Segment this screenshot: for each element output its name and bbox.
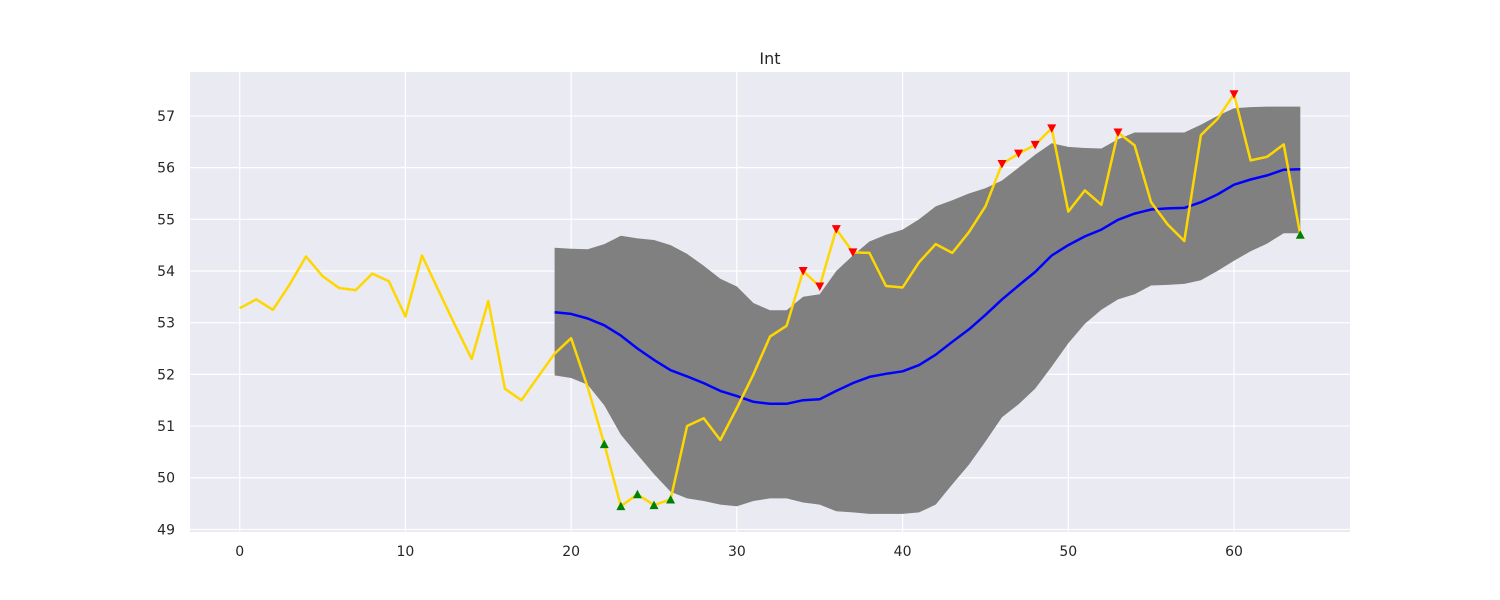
x-tick-label: 10 [397, 544, 415, 560]
band-layer [554, 106, 1301, 514]
x-tick-label: 60 [1225, 544, 1243, 560]
buy-marker [632, 489, 642, 499]
y-tick-label: 57 [157, 109, 175, 125]
y-tick-label: 50 [157, 471, 175, 487]
y-tick-label: 51 [157, 419, 175, 435]
sell-marker [798, 266, 808, 276]
y-tick-label: 53 [157, 316, 175, 332]
y-tick-label: 54 [157, 264, 175, 280]
y-axis-ticks: 49 50 51 52 53 54 55 56 57 [157, 109, 175, 538]
y-tick-label: 56 [157, 161, 175, 177]
rolling-mean-line [554, 167, 1301, 406]
x-tick-label: 50 [1059, 544, 1077, 560]
y-tick-label: 49 [157, 522, 175, 538]
buy-marker [666, 494, 676, 504]
x-tick-label: 20 [562, 544, 580, 560]
x-axis-ticks: 0 10 20 30 40 50 60 [235, 544, 1243, 560]
y-tick-label: 55 [157, 212, 175, 228]
sell-marker [815, 282, 825, 291]
x-tick-label: 0 [235, 544, 244, 560]
sell-marker [831, 225, 841, 234]
price-layer [239, 92, 1302, 508]
x-tick-label: 30 [728, 544, 746, 560]
buy-marker [616, 501, 626, 511]
sell-marker [997, 160, 1007, 169]
sell-marker [1047, 124, 1057, 133]
sell-marker [848, 248, 858, 257]
sell-marker [1030, 140, 1040, 150]
rolling-mean-layer [554, 167, 1301, 406]
buy-marker [599, 439, 609, 449]
x-tick-label: 40 [894, 544, 912, 560]
price-line [239, 92, 1302, 508]
signal-markers [599, 90, 1305, 511]
sell-marker [1229, 90, 1239, 99]
buy-marker [1295, 230, 1305, 239]
sell-marker [1113, 128, 1123, 137]
chart-title: Int [759, 49, 780, 68]
y-tick-label: 52 [157, 367, 175, 383]
bollinger-band [554, 106, 1301, 514]
sell-marker [1014, 149, 1024, 159]
buy-marker [649, 500, 659, 510]
